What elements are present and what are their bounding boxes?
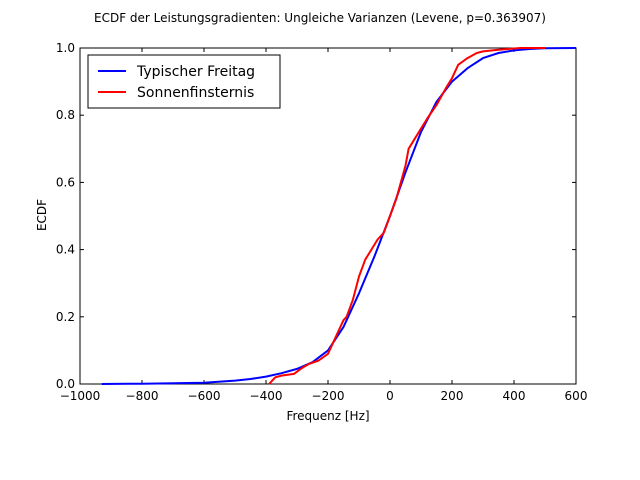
x-tick-label: 600 [565, 389, 588, 403]
x-tick-label: −600 [188, 389, 221, 403]
x-tick-label: −800 [126, 389, 159, 403]
series-line-sonnenfinsternis [268, 47, 545, 385]
chart-title: ECDF der Leistungsgradienten: Ungleiche … [94, 11, 546, 25]
legend-box [87, 54, 281, 109]
y-tick-label: 0.8 [56, 108, 75, 122]
y-tick-label: 1.0 [56, 41, 75, 55]
legend: Typischer Freitag Sonnenfinsternis [87, 54, 281, 109]
x-tick-label: 200 [441, 389, 464, 403]
y-axis-label: ECDF [35, 199, 49, 231]
x-axis-label: Frequenz [Hz] [286, 409, 369, 423]
legend-label-0: Typischer Freitag [136, 64, 255, 80]
x-tick-label: −400 [250, 389, 283, 403]
x-tick-label: −1000 [60, 389, 101, 403]
series-line-typischer-freitag [101, 47, 576, 385]
y-tick-label: 0.6 [56, 175, 75, 189]
x-tick-label: −200 [312, 389, 345, 403]
x-tick-label: 400 [503, 389, 526, 403]
y-tick-label: 0.4 [56, 243, 75, 257]
plot-area: −1000 −800 −600 −400 −200 0 200 400 600 0.0 0.2 0.4… [56, 41, 588, 403]
x-tick-label: 0 [386, 389, 394, 403]
y-tick-label: 0.0 [56, 377, 75, 391]
legend-label-1: Sonnenfinsternis [137, 85, 254, 101]
y-tick-label: 0.2 [56, 310, 75, 324]
